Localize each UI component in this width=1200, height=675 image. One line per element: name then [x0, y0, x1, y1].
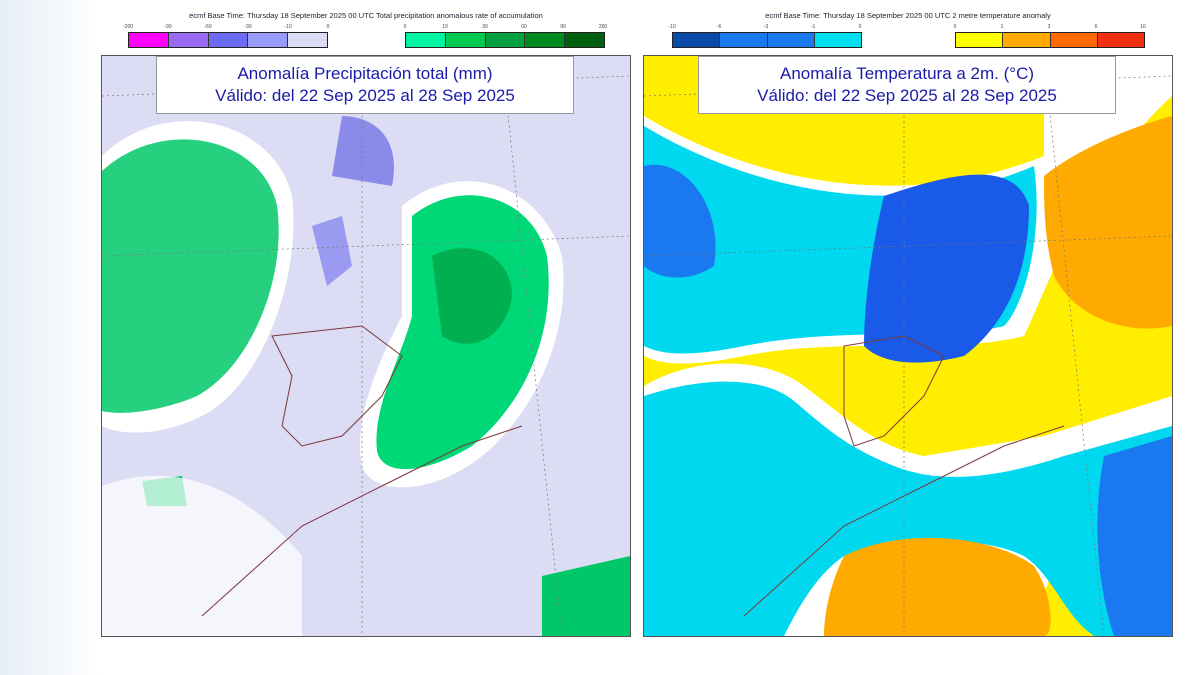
temp-neg-ticks: -10 -6 -3 -1 0	[668, 24, 862, 32]
colorbar-swatch	[168, 33, 209, 47]
tick: -1	[810, 24, 816, 30]
tick: 6	[1094, 24, 1098, 30]
colorbar-swatch	[1097, 33, 1144, 47]
tick: 60	[521, 24, 527, 30]
colorbar-swatch	[814, 33, 861, 47]
tick: 0	[858, 24, 862, 30]
colorbar-swatch	[525, 33, 566, 47]
colorbar-swatch	[485, 33, 526, 47]
tick: -3	[763, 24, 769, 30]
tick: -90	[164, 24, 172, 30]
temp-map-graphic	[644, 56, 1172, 636]
colorbar-swatch	[673, 33, 721, 47]
precipitation-panel: ecmf Base Time: Thursday 18 September 20…	[100, 0, 632, 640]
colorbar-swatch	[720, 33, 768, 47]
tick: 90	[560, 24, 566, 30]
background-decoration	[0, 0, 100, 675]
colorbar-swatch	[248, 33, 289, 47]
temp-map-title: Anomalía Temperatura a 2m. (°C) Válido: …	[698, 56, 1116, 114]
precipitation-map	[101, 55, 631, 637]
temp-header: ecmf Base Time: Thursday 18 September 20…	[765, 11, 1051, 20]
tick: -10	[284, 24, 292, 30]
tick: -200	[122, 24, 134, 30]
precip-title-line2: Válido: del 22 Sep 2025 al 28 Sep 2025	[215, 86, 515, 105]
tick: 0	[403, 24, 407, 30]
temp-pos-colorbar	[955, 32, 1145, 48]
tick: 10	[442, 24, 448, 30]
precip-header: ecmf Base Time: Thursday 18 September 20…	[189, 11, 543, 20]
colorbar-swatch	[956, 33, 1004, 47]
precip-pos-colorbar	[405, 32, 605, 48]
colorbar-swatch	[767, 33, 815, 47]
colorbar-swatch	[288, 33, 327, 47]
temp-title-line1: Anomalía Temperatura a 2m. (°C)	[779, 64, 1035, 83]
precip-pos-ticks: 0 10 30 60 90 200	[403, 24, 608, 32]
temp-title-line2: Válido: del 22 Sep 2025 al 28 Sep 2025	[757, 86, 1057, 105]
tick: 3	[1047, 24, 1051, 30]
colorbar-swatch	[129, 33, 169, 47]
precip-neg-colorbar	[128, 32, 328, 48]
temp-pos-ticks: 0 1 3 6 10	[953, 24, 1146, 32]
temperature-panel: ecmf Base Time: Thursday 18 September 20…	[642, 0, 1174, 640]
tick: -6	[716, 24, 722, 30]
colorbar-swatch	[565, 33, 604, 47]
tick: 0	[326, 24, 330, 30]
colorbar-swatch	[1003, 33, 1051, 47]
precip-map-title: Anomalía Precipitación total (mm) Válido…	[156, 56, 574, 114]
tick: 10	[1140, 24, 1146, 30]
tick: 1	[1000, 24, 1004, 30]
tick: -60	[204, 24, 212, 30]
precip-neg-ticks: -200 -90 -60 -30 -10 0	[123, 24, 330, 32]
tick: 200	[598, 24, 608, 30]
precip-map-graphic	[102, 56, 630, 636]
precip-title-line1: Anomalía Precipitación total (mm)	[237, 64, 493, 83]
tick: 30	[482, 24, 488, 30]
colorbar-swatch	[445, 33, 486, 47]
temp-neg-colorbar	[672, 32, 862, 48]
tick: 0	[953, 24, 957, 30]
tick: -30	[244, 24, 252, 30]
temperature-map	[643, 55, 1173, 637]
colorbar-swatch	[406, 33, 446, 47]
colorbar-swatch	[1050, 33, 1098, 47]
tick: -10	[668, 24, 676, 30]
colorbar-swatch	[208, 33, 249, 47]
